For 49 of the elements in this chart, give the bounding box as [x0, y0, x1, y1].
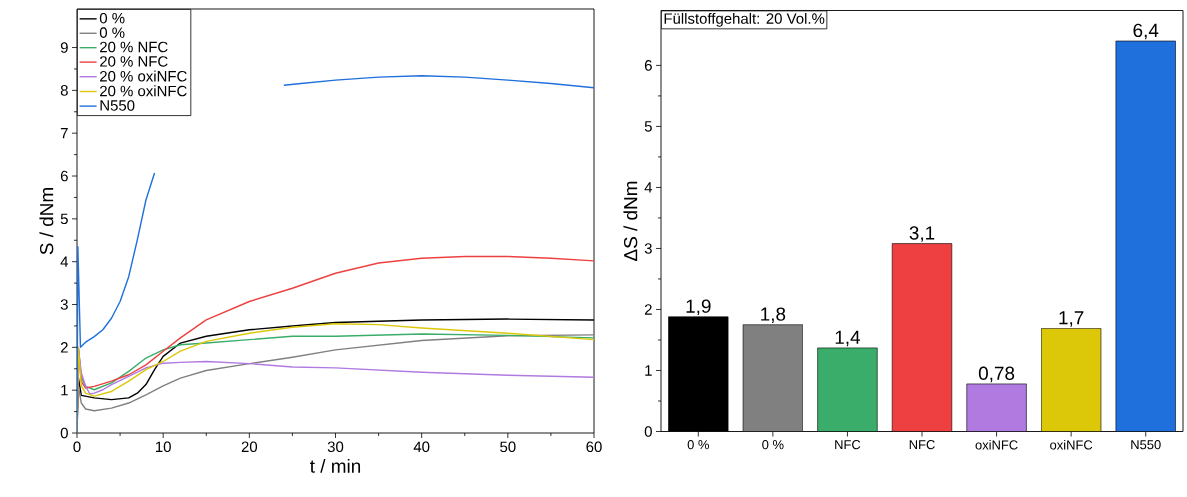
y-tick-label: 3	[644, 243, 652, 254]
y-tick-label: 3	[60, 299, 68, 310]
y-tick-label: 6	[644, 60, 652, 71]
x-tick-label: 30	[327, 441, 344, 453]
x-tick-label: 0	[73, 441, 81, 453]
x-tick-label: oxiNFC	[1050, 440, 1093, 450]
x-tick-label: 0 %	[762, 440, 784, 450]
data-label: 1,7	[1059, 311, 1084, 327]
y-tick-label: 5	[644, 121, 652, 132]
x-tick-label: 50	[500, 441, 516, 453]
y-tick-label: 2	[60, 342, 68, 353]
y-axis-title: ΔS / dNm	[623, 181, 638, 261]
data-label: 1,8	[761, 307, 786, 324]
legend-label: 20 % oxiNFC	[100, 70, 187, 82]
x-axis-title: t / min	[310, 458, 361, 473]
y-tick-label: 8	[60, 85, 68, 96]
y-tick-label: 4	[60, 256, 69, 267]
y-axis-title: S / dNm	[39, 188, 54, 255]
legend-label: 20 % NFC	[100, 41, 168, 53]
legend-label: 20 % NFC	[100, 56, 168, 67]
data-label: 1,4	[835, 330, 861, 347]
x-tick-label: 60	[586, 441, 602, 453]
legend-label: 0 %	[99, 12, 125, 24]
x-tick-label: 20	[241, 441, 258, 453]
x-tick-label: 10	[156, 441, 171, 453]
data-label: 1,9	[686, 299, 711, 316]
y-tick-label: 7	[60, 128, 68, 139]
x-tick-label: 0 %	[687, 440, 709, 450]
x-tick-label: NFC	[909, 440, 935, 450]
y-tick-label: 0	[60, 427, 68, 439]
x-tick-label: 40	[413, 441, 430, 453]
y-tick-label: 9	[60, 42, 68, 53]
y-tick-label: 1	[645, 365, 652, 376]
y-tick-label: 5	[60, 213, 68, 225]
legend-label: 0 %	[99, 27, 125, 38]
data-label: 6,4	[1133, 23, 1159, 40]
x-tick-label: N550	[1131, 440, 1161, 450]
y-tick-label: 0	[644, 426, 652, 437]
annotation: Füllstoffgehalt: 20 Vol.%	[664, 12, 825, 27]
legend-label: 20 % oxiNFC	[100, 85, 187, 97]
y-tick-label: 4	[644, 182, 653, 193]
y-tick-label: 6	[60, 170, 68, 182]
x-tick-label: oxiNFC	[975, 440, 1018, 450]
y-tick-label: 2	[644, 304, 652, 315]
x-tick-label: NFC	[835, 440, 861, 450]
legend-label: N550	[100, 100, 135, 111]
data-label: 0,78	[978, 366, 1015, 383]
y-tick-label: 1	[61, 385, 68, 396]
data-label: 3,1	[909, 226, 935, 242]
